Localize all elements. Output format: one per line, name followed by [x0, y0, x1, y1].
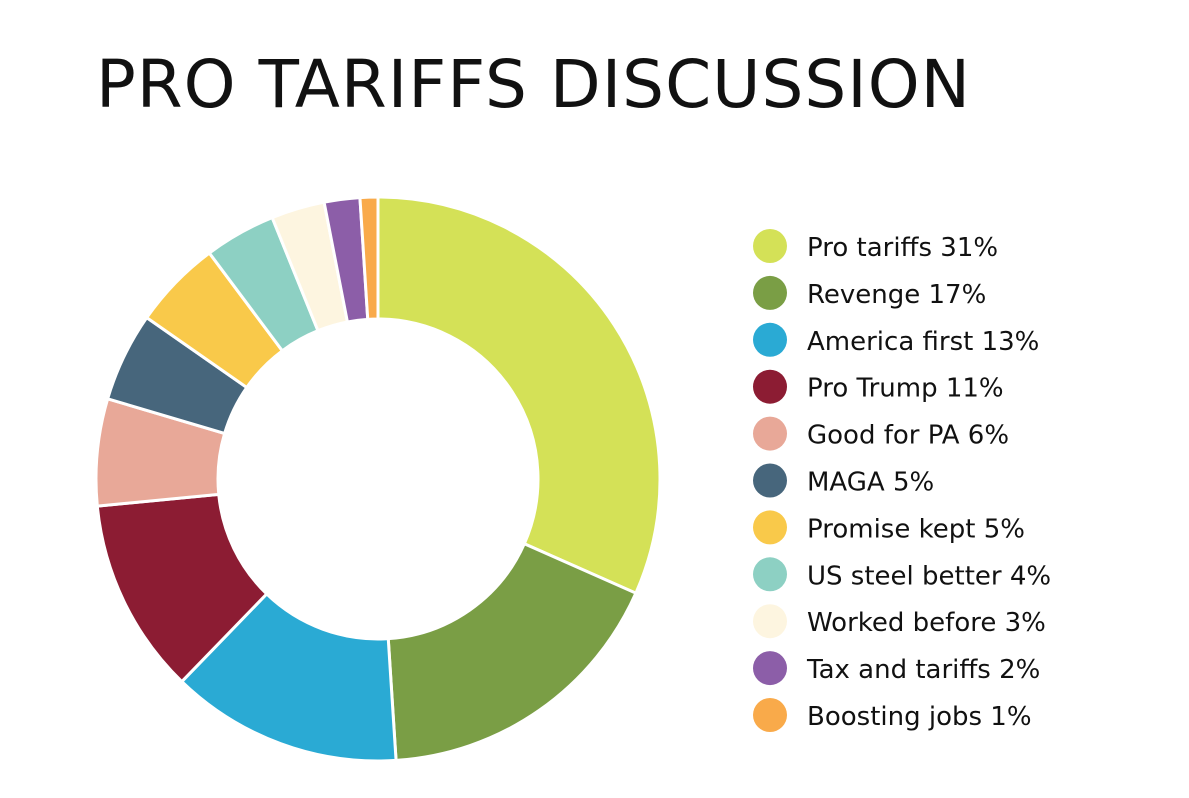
legend: Pro tariffs 31% Revenge 17% America first … [753, 229, 1051, 732]
slice-boosting-jobs [358, 195, 380, 321]
legend-swatch [753, 416, 787, 451]
legend-label: US steel better 4% [807, 561, 1051, 591]
legend-swatch [753, 322, 787, 357]
legend-swatch [753, 698, 787, 732]
legend-swatch [753, 651, 787, 686]
legend-label: MAGA 5% [807, 468, 934, 498]
legend-swatch [753, 229, 787, 263]
legend-label: Pro Trump 11% [807, 374, 1004, 404]
legend-swatch [753, 557, 787, 592]
legend-label: America first 13% [807, 327, 1039, 357]
legend-label: Tax and tariffs 2% [806, 655, 1040, 685]
legend-label: Promise kept 5% [807, 514, 1025, 544]
slice-revenge [386, 541, 638, 763]
legend-label: Pro tariffs 31% [807, 233, 998, 263]
legend-swatch [753, 604, 787, 639]
legend-swatch [753, 510, 787, 545]
legend-label: Boosting jobs 1% [807, 702, 1032, 732]
legend-label: Good for PA 6% [807, 421, 1009, 451]
donut-slices [94, 195, 662, 763]
slice-pro-tariffs [376, 195, 662, 596]
legend-label: Revenge 17% [807, 280, 986, 310]
legend-swatch [753, 463, 787, 498]
legend-swatch [753, 369, 787, 404]
legend-label: Worked before 3% [807, 608, 1046, 638]
chart-title: PRO TARIFFS DISCUSSION [96, 46, 972, 123]
legend-swatch [753, 275, 787, 310]
